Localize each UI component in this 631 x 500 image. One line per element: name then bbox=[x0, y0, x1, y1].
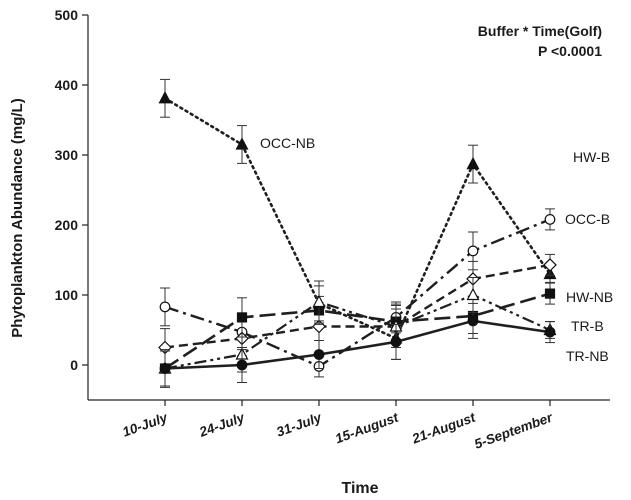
y-axis-label-group: Phytoplankton Abundance (mg/L) bbox=[9, 98, 26, 337]
series-label-hw-nb: HW-NB bbox=[566, 289, 613, 305]
series-line-tr-b bbox=[164, 293, 551, 370]
data-point-occ-b bbox=[159, 301, 171, 313]
y-tick-label: 200 bbox=[55, 217, 79, 233]
data-point-tr-nb bbox=[467, 315, 479, 327]
annotation-line-2: P <0.0001 bbox=[538, 43, 602, 59]
series-label-occ-nb: OCC-NB bbox=[260, 135, 315, 151]
data-point-tr-nb bbox=[236, 359, 248, 371]
data-point-occ-b bbox=[544, 213, 556, 225]
x-tick-label: 5-September bbox=[472, 409, 555, 451]
series-line-hw-nb bbox=[164, 292, 551, 370]
series-line-tr-nb bbox=[164, 319, 551, 370]
x-tick-label: 10-July bbox=[120, 409, 170, 440]
x-tick-label: 15-August bbox=[333, 410, 401, 447]
x-tick-label: 31-July bbox=[274, 409, 324, 440]
plot-area: 0 100 200 300 400 500 10-July 24-July 31-July 15-… bbox=[55, 7, 614, 452]
annotation-line-1: Buffer * Time(Golf) bbox=[478, 23, 602, 39]
y-tick-label: 100 bbox=[55, 287, 79, 303]
x-tick-label: 21-August bbox=[409, 410, 478, 447]
data-point-occ-nb bbox=[235, 137, 249, 150]
data-point-tr-nb bbox=[313, 349, 325, 360]
data-point-tr-nb bbox=[390, 336, 402, 348]
y-tick-label: 0 bbox=[70, 357, 78, 373]
data-point-occ-nb bbox=[466, 156, 480, 170]
series-line-occ-b bbox=[164, 218, 551, 368]
series-line-hw-b bbox=[164, 263, 551, 349]
data-point-occ-b bbox=[467, 245, 479, 257]
series-label-tr-nb: TR-NB bbox=[566, 348, 609, 364]
x-axis-label: Time bbox=[341, 480, 378, 497]
y-tick-label: 500 bbox=[55, 7, 79, 23]
data-point-hw-b bbox=[543, 258, 557, 272]
y-tick-label: 300 bbox=[55, 147, 79, 163]
data-point-tr-b bbox=[312, 294, 326, 308]
series-label-hw-b: HW-B bbox=[573, 149, 610, 165]
x-tick-label: 24-July bbox=[197, 409, 248, 440]
series-line-occ-nb bbox=[163, 97, 552, 341]
series-label-occ-b: OCC-B bbox=[565, 211, 610, 227]
data-point-tr-b bbox=[466, 287, 480, 301]
y-axis-label: Phytoplankton Abundance (mg/L) bbox=[9, 98, 26, 337]
data-point-occ-nb bbox=[158, 91, 172, 104]
series-label-tr-b: TR-B bbox=[571, 318, 604, 334]
data-point-hw-nb bbox=[236, 312, 248, 323]
y-tick-label: 400 bbox=[55, 77, 79, 93]
data-point-tr-nb bbox=[159, 363, 171, 374]
data-point-hw-nb bbox=[544, 288, 556, 299]
data-point-tr-nb bbox=[544, 326, 556, 338]
